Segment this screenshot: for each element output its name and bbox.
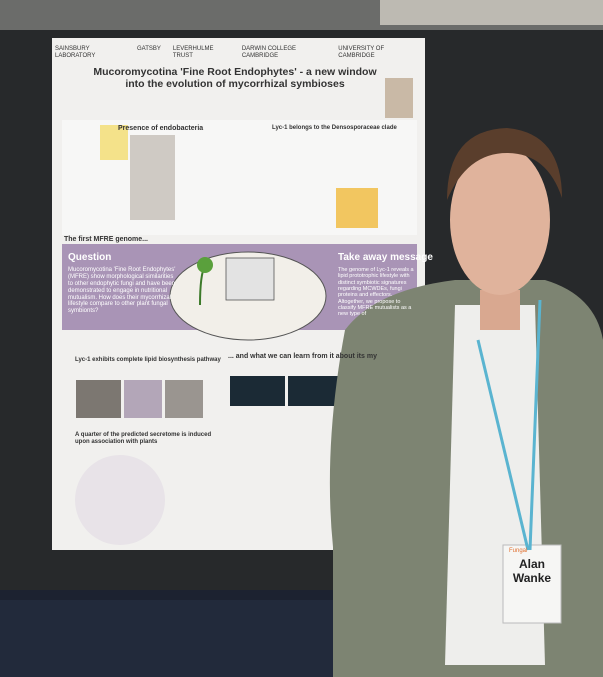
logo-label: DARWIN COLLEGE CAMBRIDGE [241,46,297,59]
section-heading: Take away message [338,252,433,263]
section-heading: A quarter of the predicted secretome is … [75,432,212,445]
section-heading: The first MFRE genome... [64,236,149,243]
question-text: Mucoromycotina 'Fine Root Endophytes' (M… [68,267,176,315]
section-heading: Lyc-1 belongs to the Densosporaceae clad… [272,125,397,131]
section-heading: Question [68,252,112,263]
poster-title: Mucoromycotina 'Fine Root Endophytes' - … [93,66,377,91]
badge-first-name: Alan [518,557,545,571]
logo-label: UNIVERSITY OF CAMBRIDGE [338,46,385,59]
section-heading: Presence of endobacteria [118,125,204,132]
logo-label: GATSBY [136,46,161,52]
poster-logos: SAINSBURY LABORATORY GATSBY LEVERHULME T… [55,46,415,60]
section-heading: Lyc-1 exhibits complete lipid biosynthes… [75,357,221,363]
logo-label: LEVERHULME TRUST [172,46,214,59]
section-heading: ... and what we can learn from it about … [228,353,377,360]
badge-event: Fungal [509,548,528,554]
takeaway-text: The genome of Lyc-1 reveals a lipid prot… [338,267,414,318]
logo-label: SAINSBURY LABORATORY [55,46,96,59]
badge-last-name: Wanke [512,571,552,585]
